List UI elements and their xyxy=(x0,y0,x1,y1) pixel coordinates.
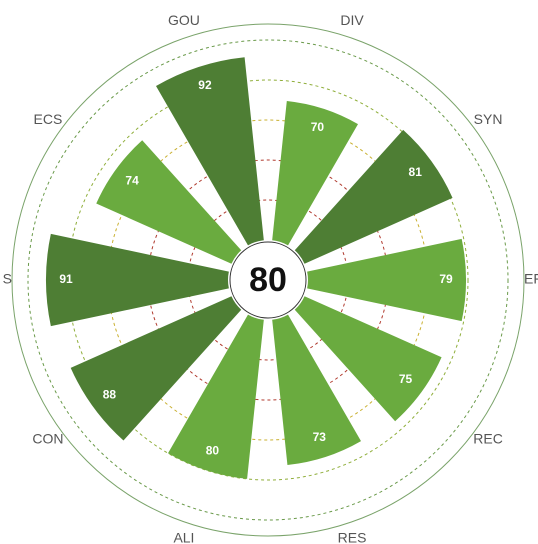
value-label: 81 xyxy=(409,165,423,179)
category-label: S xyxy=(3,271,12,287)
category-label: DIV xyxy=(340,12,364,28)
bar xyxy=(294,129,453,264)
bar xyxy=(96,140,242,264)
bar xyxy=(156,57,264,246)
category-label: RES xyxy=(338,529,367,544)
bar xyxy=(307,238,467,322)
value-label: 92 xyxy=(198,78,212,92)
category-label: GOU xyxy=(168,12,200,28)
bar xyxy=(70,296,242,441)
outer-circle xyxy=(11,23,525,537)
value-label: 70 xyxy=(311,120,325,134)
category-label: REC xyxy=(473,431,503,447)
value-label: 91 xyxy=(59,272,73,286)
grid-circle xyxy=(67,79,469,481)
center-value: 80 xyxy=(249,261,287,299)
category-label: EF xyxy=(524,271,538,287)
value-label: 88 xyxy=(103,387,117,401)
category-label: ECS xyxy=(34,111,63,127)
category-label: ALI xyxy=(173,529,194,544)
grid-circle xyxy=(27,39,509,521)
bar xyxy=(168,314,264,479)
value-label: 74 xyxy=(125,173,139,187)
bar xyxy=(45,233,229,327)
category-label: SYN xyxy=(474,111,503,127)
bar xyxy=(272,314,361,465)
value-label: 79 xyxy=(439,272,453,286)
value-label: 80 xyxy=(206,443,220,457)
bar xyxy=(294,296,442,422)
value-label: 75 xyxy=(399,372,413,386)
bar xyxy=(272,100,358,246)
center-circle xyxy=(229,241,307,319)
value-label: 73 xyxy=(313,430,327,444)
category-label: CON xyxy=(32,431,63,447)
